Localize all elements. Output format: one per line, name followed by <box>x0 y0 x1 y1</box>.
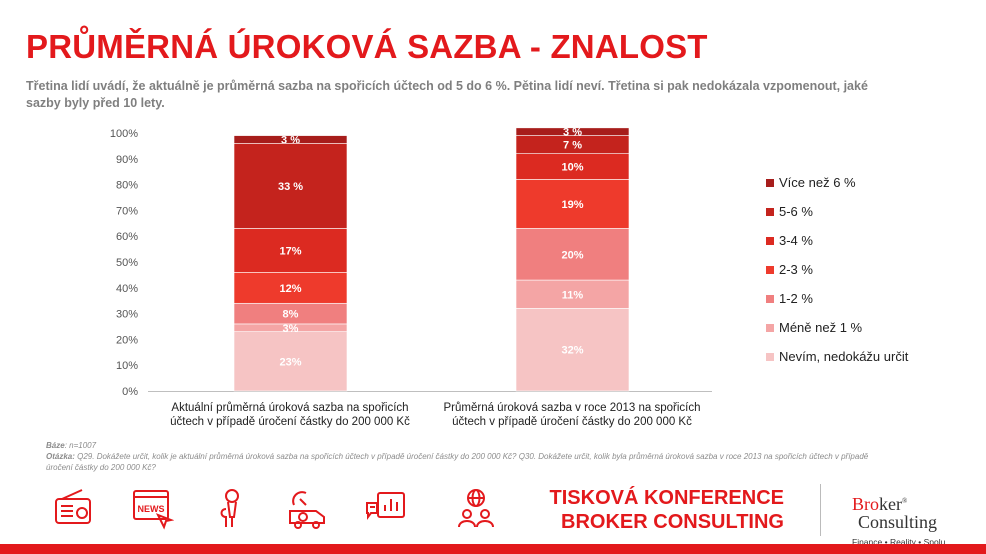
y-tick-label: 70% <box>116 205 138 217</box>
bar-segment <box>233 143 348 229</box>
bar-segment <box>515 228 630 281</box>
legend-swatch <box>766 294 774 303</box>
x-category-label: Průměrná úroková sazba v roce 2013 na sp… <box>444 402 701 414</box>
y-tick-label: 90% <box>116 154 138 166</box>
bar-segment <box>515 279 630 309</box>
broker-consulting-logo: Broker® Consulting Finance • Reality • S… <box>852 492 962 547</box>
legend-swatch <box>766 352 774 361</box>
y-tick-label: 50% <box>116 257 138 269</box>
data-label: 23% <box>279 356 301 368</box>
data-label: 7 % <box>563 140 582 152</box>
y-tick-label: 40% <box>116 283 138 295</box>
news-icon: NEWS <box>133 490 174 530</box>
satellite-van-icon <box>289 491 325 529</box>
data-label: 33 % <box>278 181 303 193</box>
data-label: 17% <box>279 245 301 257</box>
legend-label: 1-2 % <box>779 291 813 306</box>
footer-divider <box>820 484 821 536</box>
svg-text:NEWS: NEWS <box>138 504 165 514</box>
bottom-red-bar <box>0 544 986 554</box>
data-label: 20% <box>561 249 583 261</box>
y-tick-label: 100% <box>110 128 138 140</box>
legend-label: 5-6 % <box>779 204 813 219</box>
bar-segment <box>233 331 348 392</box>
presentation-chart-icon <box>366 492 405 520</box>
y-tick-label: 60% <box>116 231 138 243</box>
globe-people-icon <box>458 489 494 528</box>
data-label: 12% <box>279 283 301 295</box>
data-label: 32% <box>561 345 583 357</box>
legend-swatch <box>766 265 774 274</box>
legend-swatch <box>766 236 774 245</box>
legend-label: Méně než 1 % <box>779 320 863 335</box>
legend-item: Nevím, nedokážu určit <box>766 342 908 371</box>
legend-label: Nevím, nedokážu určit <box>779 349 909 364</box>
data-label: 3 % <box>281 134 300 146</box>
legend-label: 2-3 % <box>779 262 813 277</box>
footnote-base: Báze: n=1007 <box>46 441 97 450</box>
legend-item: 1-2 % <box>766 284 908 313</box>
conference-title: TISKOVÁ KONFERENCE BROKER CONSULTING <box>550 486 784 534</box>
y-tick-label: 20% <box>116 334 138 346</box>
legend-item: 5-6 % <box>766 197 908 226</box>
conference-line-2: BROKER CONSULTING <box>561 511 784 533</box>
bar-segment <box>515 308 630 392</box>
data-label: 10% <box>561 162 583 174</box>
data-label: 3% <box>283 323 299 335</box>
bar-segment <box>233 228 348 273</box>
y-tick-label: 80% <box>116 180 138 192</box>
data-label: 8% <box>283 309 299 321</box>
data-label: 3 % <box>563 127 582 139</box>
legend-item: 2-3 % <box>766 255 908 284</box>
footnote: Báze: n=1007 Otázka: Q29. Dokážete určit… <box>46 440 886 473</box>
bar-segment <box>515 153 630 180</box>
bar-segment <box>515 127 630 136</box>
legend-item: Méně než 1 % <box>766 313 908 342</box>
chart-legend: Více než 6 % 5-6 % 3-4 % 2-3 % 1-2 % Méně než… <box>766 168 908 371</box>
x-category-label: účtech v případě úročení částky do 200 0… <box>452 416 692 428</box>
stacked-bar-chart: 0% 10% 20% 30% 40% 50% 60% 70% 80% 90% 100% 23% 3% 8%… <box>110 127 712 428</box>
legend-label: 3-4 % <box>779 233 813 248</box>
bar-segment <box>515 179 630 229</box>
x-category-label: Aktuální průměrná úroková sazba na spoři… <box>171 402 408 414</box>
y-tick-label: 30% <box>116 309 138 321</box>
logo-tagline: Finance • Reality • Spolu <box>852 537 946 547</box>
legend-swatch <box>766 178 774 187</box>
page-title: PRŮMĚRNÁ ÚROKOVÁ SAZBA - ZNALOST <box>26 28 708 65</box>
x-category-label: účtech v případě úročení částky do 200 0… <box>170 416 410 428</box>
y-tick-label: 0% <box>122 386 138 398</box>
page-subtitle: Třetina lidí uvádí, že aktuálně je průmě… <box>26 79 868 110</box>
legend-swatch <box>766 323 774 332</box>
legend-label: Více než 6 % <box>779 175 856 190</box>
radio-icon <box>55 489 91 524</box>
microphone-icon <box>220 489 239 527</box>
data-label: 11% <box>562 289 584 301</box>
footnote-question: Otázka: Q29. Dokážete určit, kolik je ak… <box>46 452 869 472</box>
bar-segment <box>233 135 348 144</box>
legend-swatch <box>766 207 774 216</box>
bar-segment <box>233 272 348 304</box>
conference-line-1: TISKOVÁ KONFERENCE <box>549 487 784 509</box>
y-tick-label: 10% <box>116 360 138 372</box>
legend-item: Více než 6 % <box>766 168 908 197</box>
data-label: 19% <box>561 199 583 211</box>
legend-item: 3-4 % <box>766 226 908 255</box>
